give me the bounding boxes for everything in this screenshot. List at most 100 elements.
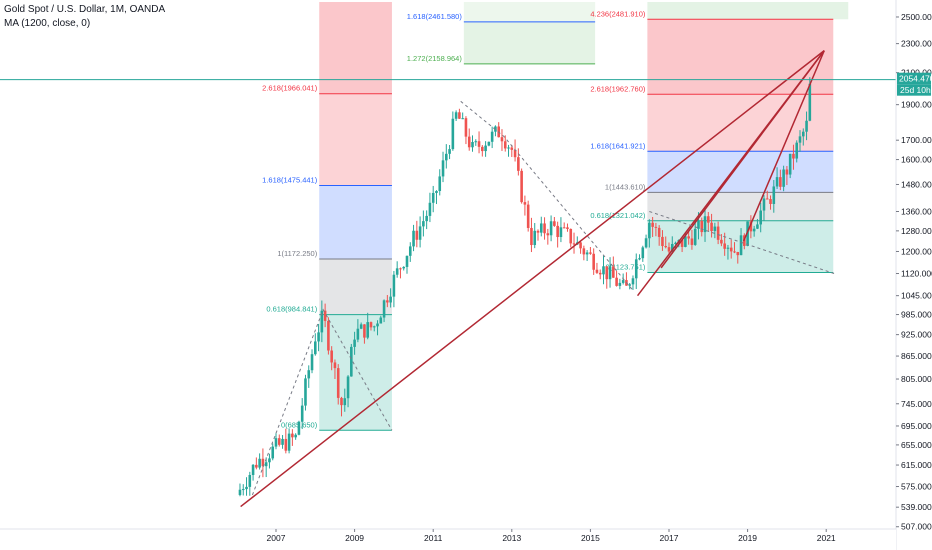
y-tick-label: 1480.000 xyxy=(901,179,932,189)
candle-body xyxy=(795,142,799,159)
candle-body xyxy=(713,226,717,232)
candle-body xyxy=(412,230,415,247)
candle-body xyxy=(274,438,278,447)
candle-body xyxy=(749,221,753,232)
candle-body xyxy=(703,216,707,233)
candle-body xyxy=(261,458,265,467)
candle-body xyxy=(644,238,648,248)
candle-body xyxy=(490,131,494,142)
x-tick-label: 2011 xyxy=(424,533,443,543)
candle-body xyxy=(353,339,356,347)
candle-body xyxy=(736,252,740,256)
candle-body xyxy=(356,328,360,340)
candle-body xyxy=(562,227,566,229)
candle-body xyxy=(445,153,448,161)
candle-body xyxy=(654,226,658,228)
candle-body xyxy=(248,475,252,487)
candle-body xyxy=(520,170,523,203)
candle-body xyxy=(333,362,337,369)
candle-body xyxy=(317,332,320,342)
y-tick-label: 1600.000 xyxy=(901,155,932,165)
candle-body xyxy=(258,458,261,468)
candle-body xyxy=(680,240,684,247)
fib-extensions: 2.618(1966.041) 1.618(1475.441) 1(1172.250… xyxy=(262,2,849,431)
candle-body xyxy=(425,215,428,222)
candle-body xyxy=(395,268,399,275)
candle-body xyxy=(500,137,504,142)
candle-body xyxy=(382,300,386,318)
candle-body xyxy=(513,149,517,158)
candle-body xyxy=(805,120,808,132)
candle-body xyxy=(287,433,291,451)
y-tick-label: 1900.000 xyxy=(901,100,932,110)
candle-body xyxy=(572,243,576,245)
candle-body xyxy=(241,489,245,491)
y-tick-label: 2500.000 xyxy=(901,12,932,22)
fib-label: 0.618(1321.042) xyxy=(590,211,646,220)
y-tick-label: 925.000 xyxy=(901,330,932,340)
candle-body xyxy=(251,464,255,476)
candle-body xyxy=(507,147,510,149)
y-tick-label: 985.000 xyxy=(901,310,932,320)
candle-body xyxy=(300,405,304,422)
candle-body xyxy=(697,220,700,229)
candle-body xyxy=(340,397,343,406)
candle-body xyxy=(458,112,461,119)
candle-body xyxy=(481,146,484,152)
y-tick-label: 1700.000 xyxy=(901,135,932,145)
x-tick-label: 2021 xyxy=(817,533,836,543)
candle-body xyxy=(428,202,432,216)
candle-body xyxy=(366,322,369,338)
candle-body xyxy=(464,118,468,137)
candle-body xyxy=(461,118,464,120)
time-axis-bg xyxy=(0,529,896,550)
candle-body xyxy=(415,230,419,240)
x-tick-label: 2019 xyxy=(738,533,757,543)
candle-body xyxy=(772,186,776,204)
trendlines xyxy=(240,50,835,508)
candle-body xyxy=(510,147,514,150)
x-tick-label: 2017 xyxy=(660,533,679,543)
candle-body xyxy=(503,141,507,149)
y-tick-label: 507.000 xyxy=(901,522,932,532)
candle-body xyxy=(539,223,543,233)
y-tick-label: 1045.000 xyxy=(901,291,932,301)
candle-body xyxy=(291,433,294,438)
candle-body xyxy=(379,317,383,324)
candle-body xyxy=(684,236,687,247)
candle-body xyxy=(363,324,366,338)
candle-body xyxy=(477,141,481,147)
y-tick-label: 1280.000 xyxy=(901,226,932,236)
price-axis: 2500.000 2300.000 2100.000 1900.000 1700.000… xyxy=(895,0,932,550)
candle-body xyxy=(526,204,530,228)
candle-body xyxy=(566,227,569,229)
chart-legend: Gold Spot / U.S. Dollar, 1M, OANDA MA (1… xyxy=(4,3,165,31)
candle-body xyxy=(343,398,347,406)
candle-body xyxy=(608,266,612,280)
candle-body xyxy=(720,239,723,244)
candle-body xyxy=(569,228,573,244)
projection-left xyxy=(251,308,393,496)
candle-body xyxy=(517,157,520,171)
countdown-badge xyxy=(897,84,931,96)
candle-body xyxy=(615,277,618,286)
candle-body xyxy=(271,446,275,459)
candle-body xyxy=(350,346,353,377)
candle-body xyxy=(536,230,540,233)
fib-zone-top xyxy=(463,21,596,64)
candle-body xyxy=(402,266,406,269)
trendline-4 xyxy=(742,50,825,242)
candle-body xyxy=(602,266,605,275)
candle-body xyxy=(762,198,766,211)
candle-body xyxy=(530,227,533,246)
candle-body xyxy=(638,258,641,260)
candle-body xyxy=(307,370,311,379)
candle-body xyxy=(618,282,622,286)
y-tick-label: 615.000 xyxy=(901,460,932,470)
candle-body xyxy=(281,438,284,445)
fib-zone-right-top xyxy=(647,2,849,20)
candle-body xyxy=(739,235,743,256)
candle-body xyxy=(693,228,697,245)
